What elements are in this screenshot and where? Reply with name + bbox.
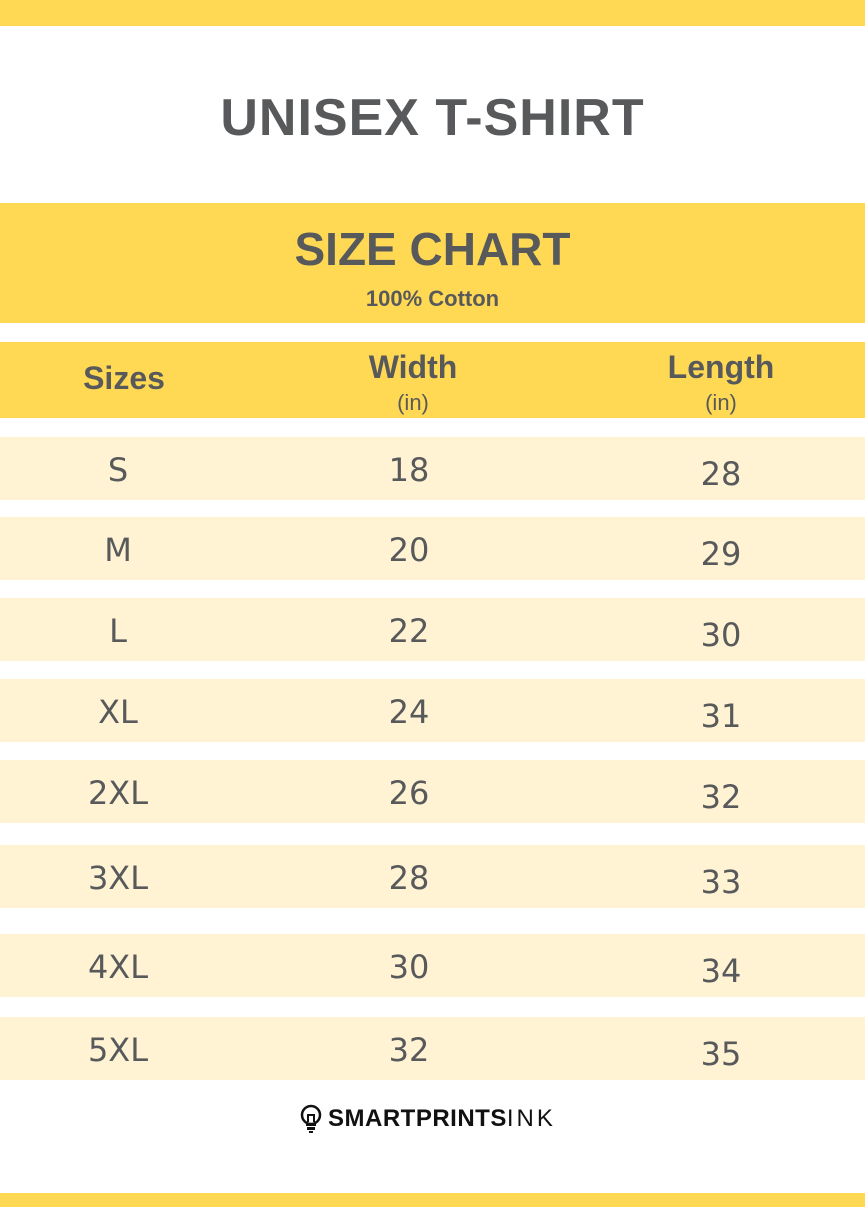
- logo-light: INK: [506, 1105, 556, 1132]
- cell-size: 4XL: [87, 948, 149, 986]
- table-row: L 22 30: [0, 598, 865, 661]
- cell-size: 5XL: [87, 1031, 149, 1069]
- table-row: 4XL 30 34: [0, 934, 865, 997]
- table-header: [0, 342, 865, 418]
- cell-width: 18: [388, 451, 430, 489]
- header-sizes: Sizes: [83, 360, 165, 396]
- lightbulb-icon: [300, 1104, 322, 1133]
- logo-bold: SMARTPRINTS: [328, 1105, 507, 1132]
- table-row: XL 24 31: [0, 679, 865, 742]
- cell-width: 30: [388, 948, 430, 986]
- cell-width: 26: [388, 774, 430, 812]
- cell-width: 32: [388, 1031, 430, 1069]
- bottom-accent-bar: [0, 1193, 865, 1207]
- cell-width: 22: [388, 612, 430, 650]
- table-row: 3XL 28 33: [0, 845, 865, 908]
- cell-size: 3XL: [87, 859, 149, 897]
- cell-size: M: [104, 531, 132, 569]
- cell-length: 31: [700, 697, 742, 735]
- cell-size: 2XL: [87, 774, 149, 812]
- cell-length: 29: [700, 535, 742, 573]
- banner-subheading: 100% Cotton: [365, 286, 500, 311]
- table-row: 5XL 32 35: [0, 1017, 865, 1080]
- header-width: Width: [368, 349, 458, 385]
- page-title: UNISEX T-SHIRT: [220, 89, 645, 147]
- cell-width: 24: [388, 693, 430, 731]
- cell-size: S: [107, 451, 129, 489]
- cell-length: 30: [700, 616, 742, 654]
- cell-length: 34: [700, 952, 742, 990]
- banner-heading: SIZE CHART: [294, 223, 571, 275]
- header-length-unit: (in): [705, 390, 737, 415]
- size-chart-banner: [0, 203, 865, 323]
- cell-size: L: [109, 612, 127, 650]
- cell-width: 28: [388, 859, 430, 897]
- cell-length: 33: [700, 863, 742, 901]
- header-length: Length: [667, 349, 775, 385]
- brand-logo: SMARTPRINTSINK: [300, 1104, 556, 1134]
- cell-width: 20: [388, 531, 430, 569]
- table-row: M 20 29: [0, 517, 865, 580]
- header-width-unit: (in): [397, 390, 429, 415]
- cell-size: XL: [98, 693, 138, 731]
- top-accent-bar: [0, 0, 865, 26]
- cell-length: 32: [700, 778, 742, 816]
- cell-length: 28: [700, 455, 742, 493]
- cell-length: 35: [700, 1035, 742, 1073]
- table-row: S 18 28: [0, 437, 865, 500]
- table-row: 2XL 26 32: [0, 760, 865, 823]
